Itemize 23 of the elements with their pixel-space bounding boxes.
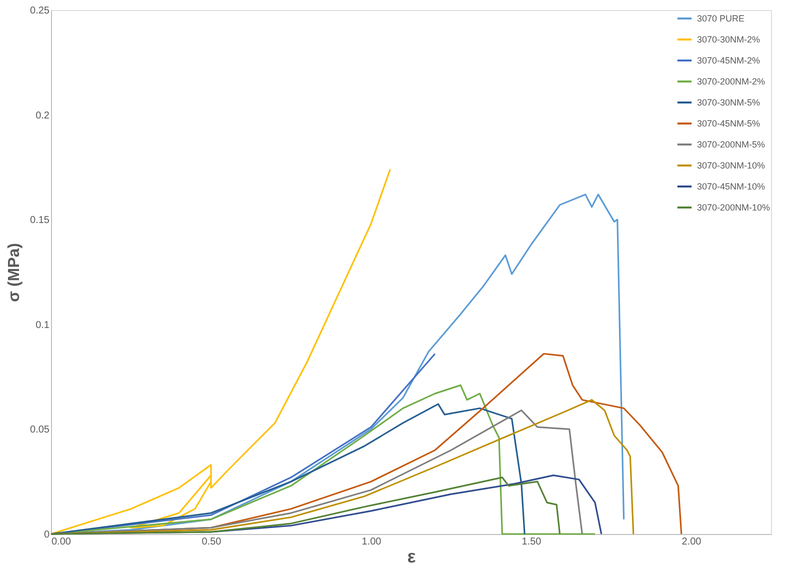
legend-label: 3070-45NM-5% [697, 118, 760, 128]
y-axis-title: σ (MPa) [6, 243, 24, 302]
y-tick-label: 0 [44, 530, 50, 540]
y-tick-label: 0.15 [30, 215, 50, 226]
legend-label: 3070-45NM-10% [697, 182, 766, 192]
legend-label: 3070-30NM-5% [697, 98, 760, 108]
y-tick-label: 0.1 [36, 320, 50, 331]
legend-label: 3070-200NM-5% [697, 140, 766, 150]
legend-label: 3070-200NM-2% [697, 76, 766, 86]
x-axis-title: ε [407, 546, 416, 566]
x-tick-label: 0.00 [52, 536, 72, 548]
y-tick-label: 0.2 [36, 110, 50, 122]
legend-label: 3070-30NM-2% [697, 34, 760, 44]
legend-label: 3070-45NM-2% [697, 56, 760, 66]
y-tick-label: 0.05 [30, 424, 50, 436]
legend-label: 3070-200NM-10% [697, 202, 770, 212]
legend-label: 3070-30NM-10% [697, 160, 766, 170]
x-tick-label: 2.00 [682, 536, 702, 548]
x-tick-label: 1.00 [362, 536, 382, 548]
legend-label: 3070 PURE [697, 14, 745, 24]
y-tick-label: 0.25 [30, 6, 50, 16]
x-tick-label: 0.50 [202, 536, 222, 548]
x-tick-label: 1.50 [522, 536, 542, 548]
